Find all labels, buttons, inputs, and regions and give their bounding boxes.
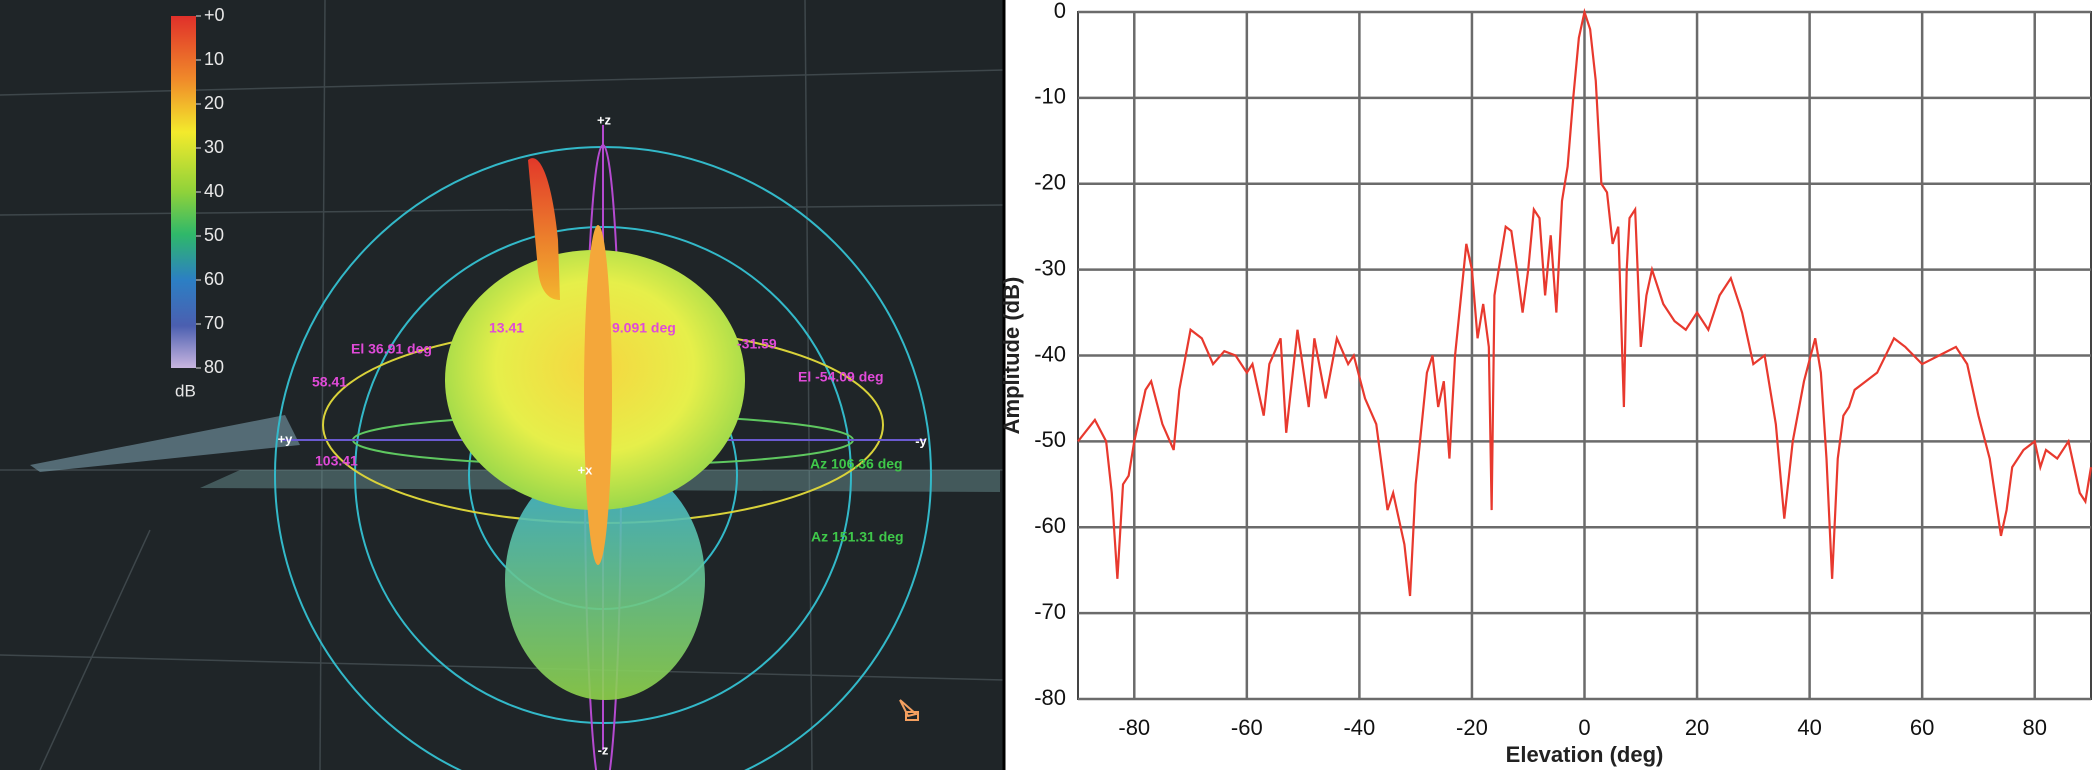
colorbar-unit: dB (175, 381, 196, 400)
annotation: Az 106.36 deg (810, 456, 903, 472)
x-tick-label: -60 (1231, 715, 1263, 740)
y-tick-label: -70 (1034, 599, 1066, 624)
x-tick-label: 0 (1578, 715, 1590, 740)
y-tick-label: -60 (1034, 513, 1066, 538)
x-tick-label: -80 (1118, 715, 1150, 740)
x-tick-label: 60 (1910, 715, 1934, 740)
x-tick-label: 80 (2022, 715, 2046, 740)
annotation: -31.59 (737, 336, 777, 352)
y-tick-label: -30 (1034, 255, 1066, 280)
colorbar-label: 30 (204, 137, 224, 157)
y-tick-label: -40 (1034, 341, 1066, 366)
y-tick-label: 0 (1054, 0, 1066, 23)
x-tick-label: 40 (1797, 715, 1821, 740)
colorbar-label: 80 (204, 357, 224, 377)
annotation: 13.41 (489, 320, 524, 336)
axis-label: +x (578, 462, 594, 477)
axis-label: +y (278, 431, 294, 446)
axis-label: +z (597, 112, 612, 127)
colorbar-label: 10 (204, 49, 224, 69)
x-tick-label: -20 (1456, 715, 1488, 740)
y-tick-label: -20 (1034, 170, 1066, 195)
axis-label: -z (598, 742, 609, 757)
cursor-icon (899, 699, 919, 721)
annotation: Az 151.31 deg (811, 529, 904, 545)
annotation: 103.41 (315, 453, 358, 469)
y-axis-title: Amplitude (dB) (999, 277, 1024, 435)
perspective-grid (0, 0, 1005, 770)
pattern-view: +0 10 20 30 40 50 60 70 80 dB +z -z +y -y +x 13.41 9.091… (0, 0, 1005, 770)
x-tick-label: 20 (1685, 715, 1709, 740)
colorbar-label: 70 (204, 313, 224, 333)
y-tick-label: -50 (1034, 427, 1066, 452)
colorbar (171, 16, 196, 368)
axis-label: -y (915, 433, 927, 448)
x-tick-label: -40 (1343, 715, 1375, 740)
y-tick-label: -80 (1034, 685, 1066, 710)
y-tick-label: -10 (1034, 84, 1066, 109)
annotation: 9.091 deg (612, 320, 676, 336)
annotation: El 36.91 deg (351, 341, 432, 357)
annotation: 58.41 (312, 374, 347, 390)
annotation: El -54.09 deg (798, 369, 884, 385)
colorbar-label: 50 (204, 225, 224, 245)
x-axis-title: Elevation (deg) (1506, 742, 1664, 767)
pattern-lobes (445, 158, 745, 700)
colorbar-label: +0 (204, 5, 225, 25)
colorbar-label: 60 (204, 269, 224, 289)
colorbar-label: 40 (204, 181, 224, 201)
colorbar-label: 20 (204, 93, 224, 113)
data-line (1077, 7, 2093, 597)
